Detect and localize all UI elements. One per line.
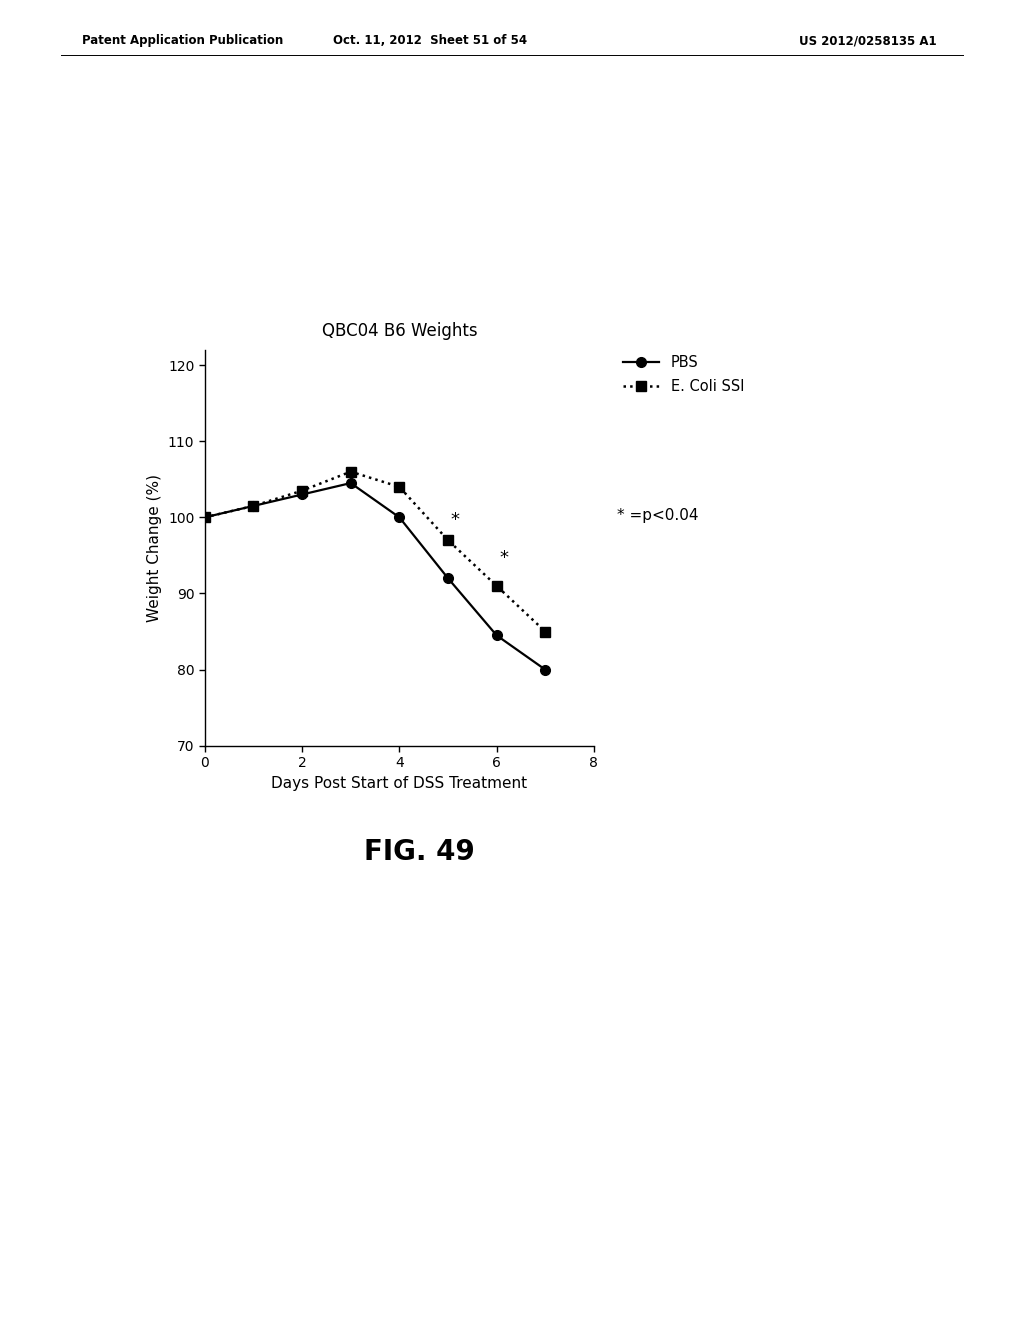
E. Coli SSI xyxy=(199,510,211,525)
PBS xyxy=(393,510,406,525)
PBS xyxy=(442,570,455,586)
E. Coli SSI xyxy=(344,463,357,479)
E. Coli SSI xyxy=(442,532,455,548)
Text: FIG. 49: FIG. 49 xyxy=(365,838,475,866)
E. Coli SSI xyxy=(490,578,503,594)
Title: QBC04 B6 Weights: QBC04 B6 Weights xyxy=(322,322,477,341)
X-axis label: Days Post Start of DSS Treatment: Days Post Start of DSS Treatment xyxy=(271,776,527,791)
PBS xyxy=(248,498,260,513)
Text: Patent Application Publication: Patent Application Publication xyxy=(82,34,284,48)
Text: Oct. 11, 2012  Sheet 51 of 54: Oct. 11, 2012 Sheet 51 of 54 xyxy=(333,34,527,48)
Line: PBS: PBS xyxy=(200,478,550,675)
E. Coli SSI xyxy=(393,479,406,495)
Text: *: * xyxy=(451,511,460,529)
Y-axis label: Weight Change (%): Weight Change (%) xyxy=(147,474,163,622)
E. Coli SSI xyxy=(540,623,552,639)
Text: *: * xyxy=(499,549,508,566)
Line: E. Coli SSI: E. Coli SSI xyxy=(200,467,550,636)
E. Coli SSI xyxy=(248,498,260,513)
PBS xyxy=(540,661,552,677)
PBS xyxy=(344,475,357,491)
Text: * =p<0.04: * =p<0.04 xyxy=(617,508,698,523)
PBS xyxy=(199,510,211,525)
E. Coli SSI xyxy=(296,483,308,499)
PBS xyxy=(296,487,308,503)
Legend: PBS, E. Coli SSI: PBS, E. Coli SSI xyxy=(616,350,750,400)
Text: US 2012/0258135 A1: US 2012/0258135 A1 xyxy=(799,34,936,48)
PBS xyxy=(490,627,503,643)
